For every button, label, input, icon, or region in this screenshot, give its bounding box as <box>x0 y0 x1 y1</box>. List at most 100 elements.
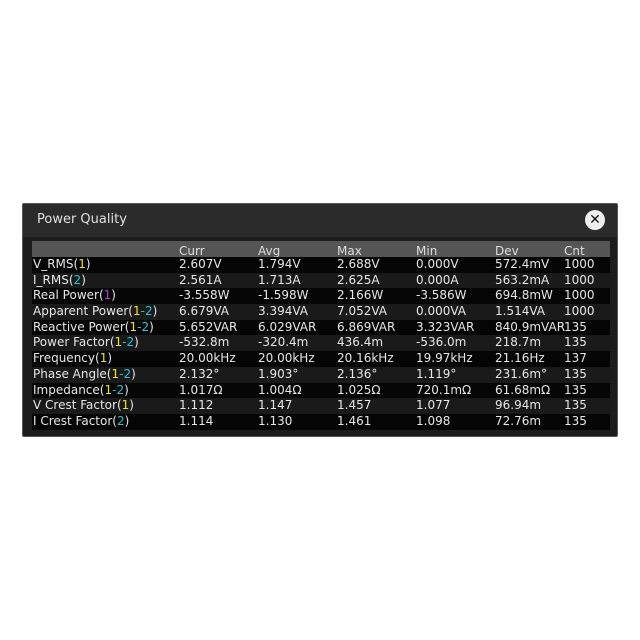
value-avg: 1.147 <box>258 398 293 413</box>
measurement-name: Impedance <box>33 382 100 397</box>
value-cnt: 135 <box>564 413 587 428</box>
value-dev: 1.514VA <box>495 304 546 319</box>
channel-indicator: - <box>140 304 145 319</box>
measurement-name: I Crest Factor <box>33 413 113 428</box>
value-avg: 1.794V <box>258 257 301 271</box>
column-header: Dev <box>495 244 519 258</box>
value-curr: -532.8m <box>179 335 230 350</box>
value-min: 0.000V <box>416 257 459 271</box>
value-avg: 1.004Ω <box>258 382 302 397</box>
table-row: V Crest Factor(1) 1.112 1.147 1.457 1.077 96.… <box>32 398 610 414</box>
value-cnt: 137 <box>564 351 587 366</box>
measurement-name: Apparent Power <box>33 304 129 319</box>
value-avg: 1.713A <box>258 272 301 287</box>
channel-indicator: 2 <box>123 366 132 381</box>
value-dev: 694.8mW <box>495 288 553 303</box>
window-title: Power Quality <box>37 212 127 227</box>
channel-indicator: 2 <box>126 335 135 350</box>
value-dev: 61.68mΩ <box>495 382 551 397</box>
channel-indicator: 1 <box>103 288 112 303</box>
value-avg: 6.029VAR <box>258 319 317 334</box>
table-row: I_RMS(2) 2.561A 1.713A 2.625A 0.000A 563.2mA 1… <box>32 272 610 289</box>
table-row: Real Power(1) -3.558W -1.598W 2.166W -3.586W… <box>32 288 610 305</box>
value-avg: 1.903° <box>258 366 299 381</box>
channel-indicator: 1 <box>121 398 130 413</box>
value-cnt: 1000 <box>564 288 595 303</box>
value-min: 1.098 <box>416 413 451 428</box>
channel-indicator: 1 <box>104 382 113 397</box>
measurement-name: Power Factor <box>33 335 110 350</box>
measurement-name: Reactive Power <box>33 319 125 334</box>
value-cnt: 1000 <box>564 257 595 271</box>
measurement-label: Power Factor(1-2) <box>33 335 139 350</box>
channel-indicator: 2 <box>144 304 153 319</box>
value-min: -536.0m <box>416 335 467 350</box>
value-cnt: 135 <box>564 319 587 334</box>
value-min: -3.586W <box>416 288 467 303</box>
value-cnt: 1000 <box>564 304 595 319</box>
close-icon[interactable]: ✕ <box>585 210 605 230</box>
measurement-table: Curr Avg Max Min Dev Cnt V_RMS(1) 2.607V 1.794V 2… <box>32 241 610 430</box>
value-curr: 2.132° <box>179 366 220 381</box>
power-quality-window: Power Quality ✕ Curr Avg Max Min Dev Cnt V_RMS… <box>22 203 618 437</box>
value-min: 720.1mΩ <box>416 382 472 397</box>
measurement-label: Phase Angle(1-2) <box>33 366 136 381</box>
value-avg: -320.4m <box>258 335 309 350</box>
value-max: 6.869VAR <box>337 319 396 334</box>
channel-indicator: 1 <box>111 366 120 381</box>
channel-indicator: 2 <box>73 272 82 287</box>
value-cnt: 135 <box>564 382 587 397</box>
channel-indicator: - <box>122 335 127 350</box>
column-header: Curr <box>179 244 205 258</box>
measurement-label: V Crest Factor(1) <box>33 398 134 413</box>
value-min: 0.000VA <box>416 304 467 319</box>
table-row: V_RMS(1) 2.607V 1.794V 2.688V 0.000V 572.4mV 1… <box>32 257 610 273</box>
value-max: 1.461 <box>337 413 372 428</box>
value-min: 1.077 <box>416 398 451 413</box>
table-row: Frequency(1) 20.00kHz 20.00kHz 20.16kHz 19.9… <box>32 351 610 367</box>
value-max: 2.625A <box>337 272 380 287</box>
value-curr: 5.652VAR <box>179 319 238 334</box>
channel-indicator: 1 <box>99 351 108 366</box>
column-header: Max <box>337 244 362 258</box>
value-dev: 96.94m <box>495 398 542 413</box>
column-header: Cnt <box>564 244 585 258</box>
value-curr: 1.017Ω <box>179 382 223 397</box>
value-max: 7.052VA <box>337 304 388 319</box>
table-row: Impedance(1-2) 1.017Ω 1.004Ω 1.025Ω 720.1mΩ 6… <box>32 382 610 399</box>
value-curr: -3.558W <box>179 288 230 303</box>
table-row: Reactive Power(1-2) 5.652VAR 6.029VAR 6.869… <box>32 319 610 336</box>
column-header: Min <box>416 244 438 258</box>
value-cnt: 1000 <box>564 272 595 287</box>
value-max: 1.457 <box>337 398 372 413</box>
value-min: 3.323VAR <box>416 319 475 334</box>
channel-indicator: 1 <box>78 257 86 271</box>
value-avg: 1.130 <box>258 413 293 428</box>
channel-indicator: 2 <box>116 413 125 428</box>
value-curr: 6.679VA <box>179 304 230 319</box>
value-max: 2.166W <box>337 288 384 303</box>
channel-indicator: - <box>137 319 142 334</box>
value-max: 1.025Ω <box>337 382 381 397</box>
measurement-name: I_RMS <box>33 272 69 287</box>
measurement-label: V_RMS(1) <box>33 257 91 271</box>
channel-indicator: - <box>112 382 117 397</box>
channel-indicator: 1 <box>132 304 141 319</box>
value-dev: 231.6m° <box>495 366 548 381</box>
table-row: Power Factor(1-2) -532.8m -320.4m 436.4m -53… <box>32 335 610 352</box>
value-dev: 218.7m <box>495 335 542 350</box>
measurement-label: I_RMS(2) <box>33 272 86 287</box>
value-cnt: 135 <box>564 398 587 413</box>
value-curr: 20.00kHz <box>179 351 236 366</box>
measurement-label: I Crest Factor(2) <box>33 413 130 428</box>
title-bar[interactable]: Power Quality ✕ <box>23 204 617 237</box>
value-max: 436.4m <box>337 335 384 350</box>
value-curr: 2.607V <box>179 257 222 271</box>
channel-indicator: 2 <box>116 382 125 397</box>
measurement-label: Reactive Power(1-2) <box>33 319 154 334</box>
channel-indicator: 1 <box>129 319 138 334</box>
value-curr: 1.114 <box>179 413 214 428</box>
channel-indicator: 2 <box>141 319 150 334</box>
channel-indicator: - <box>119 366 124 381</box>
column-header: Avg <box>258 244 281 258</box>
